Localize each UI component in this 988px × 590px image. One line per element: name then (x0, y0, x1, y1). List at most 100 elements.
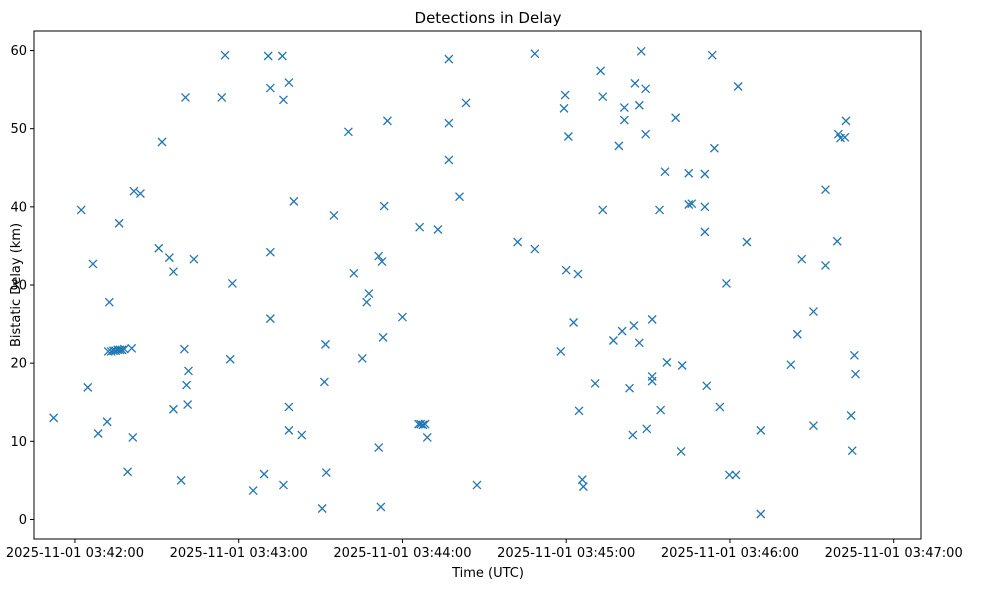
data-point (397, 312, 407, 322)
data-point (559, 103, 569, 113)
data-point (265, 314, 275, 324)
data-point (619, 115, 629, 125)
data-point (184, 366, 193, 376)
x-tick-label: 2025-11-01 03:45:00 (497, 546, 635, 561)
data-point (636, 46, 646, 56)
data-point (364, 289, 374, 299)
data-point (169, 404, 178, 414)
data-point (596, 66, 606, 76)
data-point (809, 421, 818, 431)
data-point (709, 143, 719, 153)
data-point (513, 237, 523, 247)
data-point (756, 425, 766, 435)
data-point (157, 137, 167, 147)
data-point (677, 361, 687, 370)
data-point (135, 189, 145, 199)
data-point (181, 92, 190, 102)
data-point (556, 346, 566, 356)
data-point (687, 199, 697, 209)
data-points (49, 46, 860, 519)
data-point (578, 482, 588, 492)
data-point (422, 432, 432, 442)
data-point (321, 339, 330, 349)
data-point (284, 425, 294, 435)
data-point (284, 78, 294, 88)
data-point (660, 167, 670, 177)
data-point (700, 202, 710, 212)
data-point (455, 192, 464, 202)
data-point (742, 237, 752, 247)
data-point (119, 344, 129, 354)
x-tick-label: 2025-11-01 03:43:00 (170, 546, 308, 561)
y-tick-label: 30 (10, 279, 27, 294)
data-point (641, 84, 651, 94)
data-point (278, 480, 288, 490)
data-point (846, 411, 856, 420)
data-point (634, 100, 644, 110)
data-point (129, 186, 139, 196)
x-tick-label: 2025-11-01 03:46:00 (661, 546, 799, 561)
data-point (832, 236, 842, 246)
data-point (343, 127, 353, 137)
data-point (382, 116, 392, 126)
data-point (560, 90, 570, 100)
x-axis-label: Time (UTC) (451, 566, 524, 581)
data-point (472, 480, 482, 490)
data-point (128, 432, 138, 442)
y-tick-label: 10 (10, 435, 27, 450)
data-point (561, 265, 571, 275)
data-point (702, 381, 712, 391)
data-point (721, 278, 731, 288)
data-point (114, 218, 124, 228)
y-tick-label: 40 (10, 200, 27, 215)
data-point (647, 314, 657, 324)
data-point (841, 116, 851, 126)
data-point (278, 95, 288, 105)
data-point (461, 98, 471, 108)
data-point (684, 200, 694, 209)
data-point (317, 504, 327, 513)
data-point (183, 400, 193, 410)
data-point (630, 78, 640, 88)
data-point (444, 118, 454, 128)
data-point (662, 357, 672, 367)
data-point (647, 376, 657, 386)
data-point (88, 259, 98, 269)
data-point (598, 205, 608, 215)
data-point (248, 486, 258, 496)
data-point (277, 51, 287, 61)
data-point (104, 297, 114, 307)
data-point (378, 332, 388, 342)
y-tick-label: 60 (10, 44, 27, 59)
data-point (169, 267, 178, 277)
y-axis-ticks: 0 10 20 30 40 50 60 (10, 44, 34, 528)
data-point (179, 344, 189, 354)
data-point (821, 185, 830, 195)
x-tick-label: 2025-11-01 03:44:00 (333, 546, 471, 561)
y-axis-label: Bistatic Delay (km) (9, 223, 24, 347)
data-point (625, 383, 634, 393)
data-point (797, 254, 807, 264)
data-point (374, 443, 384, 453)
data-point (642, 424, 652, 434)
data-point (849, 350, 859, 360)
data-point (379, 201, 389, 211)
data-point (617, 326, 627, 336)
data-point (374, 251, 384, 261)
data-point (220, 50, 230, 60)
data-point (715, 402, 725, 412)
x-axis-ticks: 2025-11-01 03:42:00 2025-11-01 03:43:00 20… (6, 539, 963, 561)
data-point (420, 419, 430, 429)
data-point (284, 402, 294, 412)
data-point (444, 155, 454, 165)
data-point (376, 502, 386, 512)
data-point (577, 475, 587, 485)
data-point (182, 380, 192, 390)
data-point (259, 469, 269, 479)
data-point (847, 446, 857, 456)
data-point (102, 417, 112, 427)
data-point (297, 430, 307, 440)
data-point (707, 50, 717, 60)
data-point (329, 210, 339, 220)
